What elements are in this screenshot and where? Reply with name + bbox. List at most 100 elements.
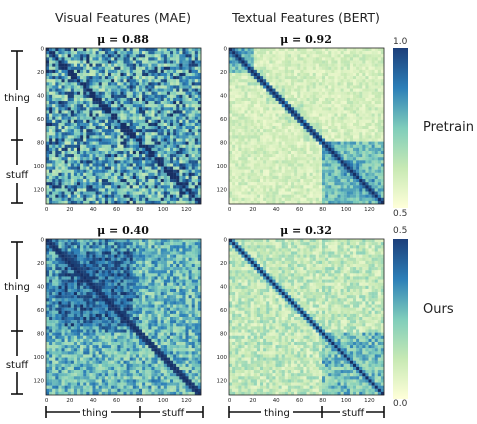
heatmap-cell: [346, 110, 351, 114]
heatmap-cell: [64, 182, 68, 186]
heatmap-cell: [260, 69, 264, 74]
heatmap-cell: [77, 94, 81, 99]
heatmap-cell: [120, 94, 124, 99]
heatmap-cell: [139, 54, 143, 58]
heatmap-cell: [49, 166, 53, 170]
heatmap-cell: [176, 97, 180, 102]
heatmap-cell: [64, 169, 68, 173]
heatmap-cell: [334, 94, 338, 99]
heatmap-cell: [83, 63, 87, 67]
heatmap-cell: [182, 135, 186, 139]
heatmap-cell: [229, 185, 233, 189]
heatmap-cell: [95, 51, 99, 55]
heatmap-cell: [377, 172, 382, 177]
heatmap-cell: [275, 104, 279, 108]
heatmap-cell: [139, 132, 143, 136]
heatmap-cell: [73, 147, 78, 152]
heatmap-cell: [281, 157, 285, 161]
heatmap-cell: [359, 132, 363, 136]
heatmap-cell: [272, 135, 276, 139]
heatmap-cell: [229, 82, 233, 86]
heatmap-cell: [315, 104, 320, 108]
heatmap-cell: [104, 166, 109, 170]
heatmap-cell: [123, 122, 127, 127]
heatmap-cell: [145, 88, 149, 92]
heatmap-cell: [123, 185, 127, 189]
heatmap-cell: [291, 150, 295, 155]
heatmap-cell: [238, 85, 242, 89]
heatmap-cell: [77, 166, 81, 170]
heatmap-cell: [365, 88, 369, 92]
heatmap-cell: [247, 163, 251, 167]
heatmap-cell: [275, 194, 279, 198]
heatmap-cell: [291, 104, 295, 108]
heatmap-cell: [104, 79, 109, 83]
heatmap-cell: [343, 66, 347, 70]
heatmap-cell: [247, 76, 251, 80]
heatmap-cell: [297, 119, 301, 124]
heatmap-cell: [312, 188, 316, 192]
heatmap-cell: [244, 150, 248, 155]
heatmap-cell: [229, 116, 233, 120]
heatmap-cell: [278, 122, 282, 127]
heatmap-cell: [232, 179, 236, 183]
heatmap-cell: [148, 141, 152, 145]
heatmap-cell: [89, 72, 93, 77]
heatmap-cell: [362, 191, 366, 195]
heatmap-cell: [353, 91, 357, 95]
heatmap-cell: [64, 185, 68, 189]
heatmap-cell: [309, 54, 313, 58]
heatmap-cell: [334, 150, 338, 155]
heatmap-cell: [64, 101, 68, 105]
heatmap-cell: [263, 185, 267, 189]
heatmap-cell: [263, 122, 267, 127]
heatmap-cell: [287, 113, 292, 117]
heatmap-cell: [281, 54, 285, 58]
heatmap-cell: [263, 85, 267, 89]
heatmap-cell: [89, 79, 93, 83]
heatmap-cell: [182, 60, 186, 64]
heatmap-cell: [73, 116, 78, 120]
heatmap-cell: [95, 60, 99, 64]
heatmap-cell: [297, 60, 301, 64]
heatmap-cell: [179, 185, 183, 189]
heatmap-cell: [260, 72, 264, 77]
heatmap-cell: [365, 154, 369, 158]
heatmap-cell: [291, 57, 295, 61]
heatmap-cell: [250, 179, 254, 183]
heatmap-cell: [163, 107, 168, 111]
heatmap-cell: [70, 48, 75, 52]
heatmap-cell: [182, 157, 186, 161]
heatmap-cell: [108, 76, 112, 80]
heatmap-cell: [182, 160, 186, 164]
heatmap-cell: [250, 91, 254, 95]
heatmap-cell: [300, 79, 304, 83]
heatmap-cell: [89, 144, 93, 148]
heatmap-cell: [46, 179, 50, 183]
heatmap-cell: [247, 116, 251, 120]
heatmap-cell: [365, 157, 369, 161]
heatmap-cell: [157, 94, 161, 99]
heatmap-cell: [306, 188, 310, 192]
heatmap-cell: [73, 200, 78, 205]
heatmap-cell: [46, 48, 50, 52]
heatmap-cell: [170, 191, 174, 195]
heatmap-cell: [55, 82, 59, 86]
heatmap-cell: [58, 147, 62, 152]
heatmap-cell: [95, 85, 99, 89]
heatmap-cell: [287, 110, 292, 114]
heatmap-cell: [238, 185, 242, 189]
heatmap-cell: [340, 182, 344, 186]
heatmap-cell: [291, 154, 295, 158]
heatmap-cell: [160, 66, 164, 70]
heatmap-cell: [179, 172, 183, 177]
heatmap-cell: [98, 113, 102, 117]
heatmap-cell: [256, 104, 261, 108]
heatmap-cell: [294, 82, 298, 86]
heatmap-cell: [263, 179, 267, 183]
heatmap-cell: [269, 182, 273, 186]
heatmap-cell: [322, 132, 326, 136]
heatmap-cell: [318, 166, 323, 170]
heatmap-cell: [46, 110, 50, 114]
heatmap-cell: [359, 169, 363, 173]
